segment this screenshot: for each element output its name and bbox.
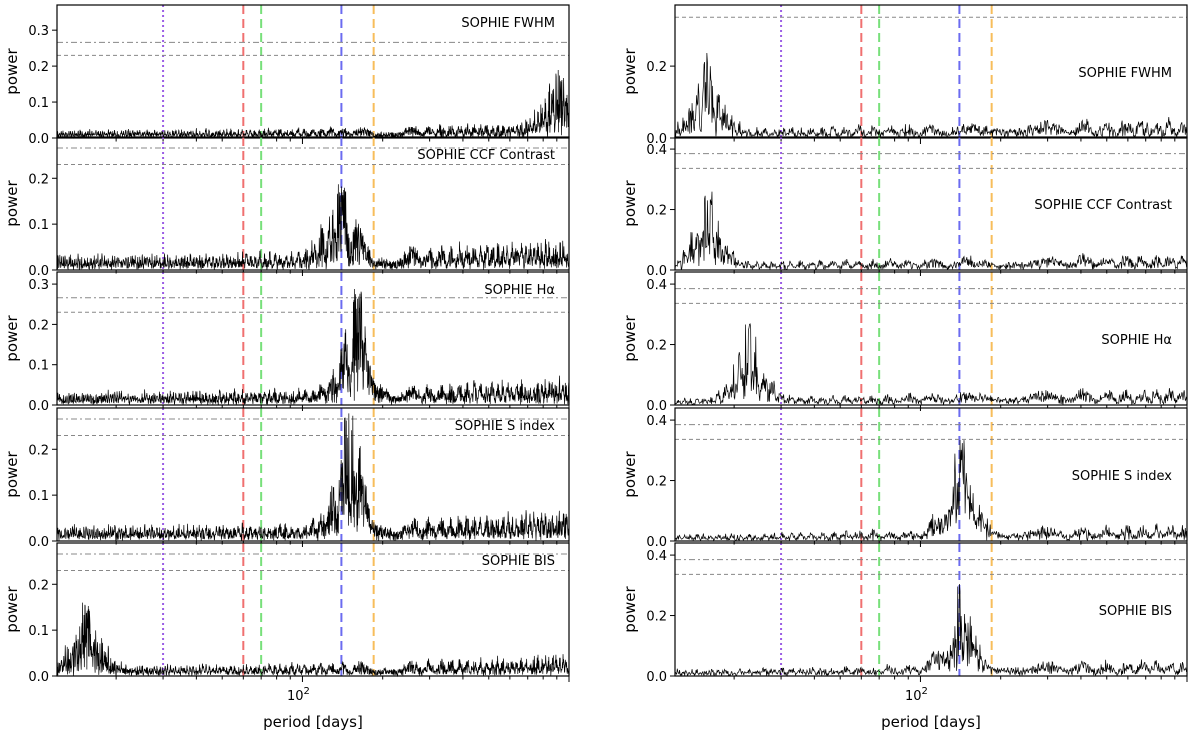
panel-right-4: 0.0 0.2 0.4 power SOPHIE BIS 102	[621, 542, 1188, 704]
y-axis-label: power	[621, 314, 639, 361]
y-tick-label: 0.3	[28, 24, 49, 39]
y-tick-label: 0.0	[28, 670, 49, 685]
y-tick-label: 0.0	[28, 535, 49, 550]
panels-layer: 0.0 0.1 0.2 0.3 power SOPHIE FWHM 0.0 0.1 0.2 pow…	[3, 4, 1188, 704]
axes-labels-layer: period [days] period [days]	[263, 713, 981, 731]
panel-title: SOPHIE BIS	[482, 554, 555, 569]
panel-title: SOPHIE FWHM	[461, 16, 555, 31]
panel-right-2: 0.0 0.2 0.4 power SOPHIE Hα	[621, 271, 1188, 414]
y-tick-label: 0.0	[28, 399, 49, 414]
panel-title: SOPHIE CCF Contrast	[1034, 198, 1172, 213]
panel-title: SOPHIE Hα	[484, 283, 555, 298]
panel-left-1: 0.0 0.1 0.2 power SOPHIE CCF Contrast	[3, 136, 570, 279]
periodogram-curve	[674, 440, 1188, 542]
y-tick-label: 0.1	[28, 96, 49, 111]
panel-frame	[56, 4, 570, 139]
panel-title: SOPHIE FWHM	[1078, 66, 1172, 81]
panel-frame	[56, 136, 570, 271]
y-tick-label: 0.0	[646, 535, 667, 550]
y-tick-label: 0.2	[28, 60, 49, 75]
panel-title: SOPHIE S index	[1072, 469, 1173, 484]
y-tick-label: 0.2	[28, 172, 49, 187]
periodogram-curve	[674, 323, 1188, 406]
panel-title: SOPHIE Hα	[1101, 333, 1172, 348]
panel-right-1: 0.0 0.2 0.4 power SOPHIE CCF Contrast	[621, 136, 1188, 279]
y-axis-label: power	[621, 585, 639, 632]
x-axis-label-left: period [days]	[263, 713, 363, 731]
panel-right-3: 0.0 0.2 0.4 power SOPHIE S index	[621, 407, 1188, 550]
y-axis-label: power	[3, 179, 21, 226]
y-tick-label: 0.2	[28, 443, 49, 458]
y-tick-label: 0.4	[646, 414, 667, 429]
y-tick-label: 0.2	[646, 339, 667, 354]
periodogram-curve	[56, 602, 570, 678]
panel-right-0: 0.0 0.2 power SOPHIE FWHM	[621, 4, 1188, 147]
y-tick-label: 0.0	[646, 132, 667, 147]
y-axis-label: power	[621, 450, 639, 497]
panel-frame	[674, 542, 1188, 677]
panel-frame	[56, 542, 570, 677]
panel-frame	[674, 271, 1188, 406]
periodogram-curve	[674, 191, 1188, 271]
y-axis-label: power	[621, 47, 639, 94]
y-tick-label: 0.2	[646, 475, 667, 490]
periodogram-curve	[56, 184, 570, 271]
y-tick-label: 0.0	[646, 670, 667, 685]
panel-left-0: 0.0 0.1 0.2 0.3 power SOPHIE FWHM	[3, 4, 570, 147]
panel-left-4: 0.0 0.1 0.2 power SOPHIE BIS 102	[3, 542, 570, 704]
y-tick-label: 0.0	[646, 264, 667, 279]
y-tick-label: 0.4	[646, 278, 667, 293]
x-tick-label: 102	[287, 686, 310, 704]
y-tick-label: 0.2	[646, 204, 667, 219]
periodogram-curve	[56, 413, 570, 542]
y-axis-label: power	[3, 314, 21, 361]
y-tick-label: 0.0	[646, 399, 667, 414]
x-tick-label: 102	[905, 686, 928, 704]
y-tick-label: 0.4	[646, 549, 667, 564]
panel-title: SOPHIE BIS	[1099, 604, 1172, 619]
y-tick-label: 0.2	[646, 610, 667, 625]
x-axis-label-right: period [days]	[881, 713, 981, 731]
panel-frame	[56, 271, 570, 406]
y-tick-label: 0.2	[28, 578, 49, 593]
periodogram-curve	[56, 288, 570, 406]
panel-left-3: 0.0 0.1 0.2 power SOPHIE S index	[3, 407, 570, 550]
panel-frame	[674, 407, 1188, 542]
y-tick-label: 0.4	[646, 143, 667, 158]
y-tick-label: 0.2	[28, 318, 49, 333]
periodogram-curve	[674, 584, 1188, 677]
y-tick-label: 0.1	[28, 218, 49, 233]
y-axis-label: power	[3, 450, 21, 497]
panel-title: SOPHIE CCF Contrast	[417, 148, 555, 163]
y-axis-label: power	[3, 47, 21, 94]
y-tick-label: 0.3	[28, 278, 49, 293]
y-tick-label: 0.0	[28, 264, 49, 279]
y-tick-label: 0.0	[28, 132, 49, 147]
panel-frame	[674, 136, 1188, 271]
panel-title: SOPHIE S index	[455, 419, 556, 434]
y-tick-label: 0.2	[646, 60, 667, 75]
y-tick-label: 0.1	[28, 489, 49, 504]
y-tick-label: 0.1	[28, 624, 49, 639]
periodogram-curve	[56, 70, 570, 139]
y-axis-label: power	[3, 585, 21, 632]
panel-frame	[674, 4, 1188, 139]
panel-frame	[56, 407, 570, 542]
periodogram-curve	[674, 53, 1188, 139]
panel-left-2: 0.0 0.1 0.2 0.3 power SOPHIE Hα	[3, 271, 570, 414]
y-axis-label: power	[621, 179, 639, 226]
y-tick-label: 0.1	[28, 359, 49, 374]
